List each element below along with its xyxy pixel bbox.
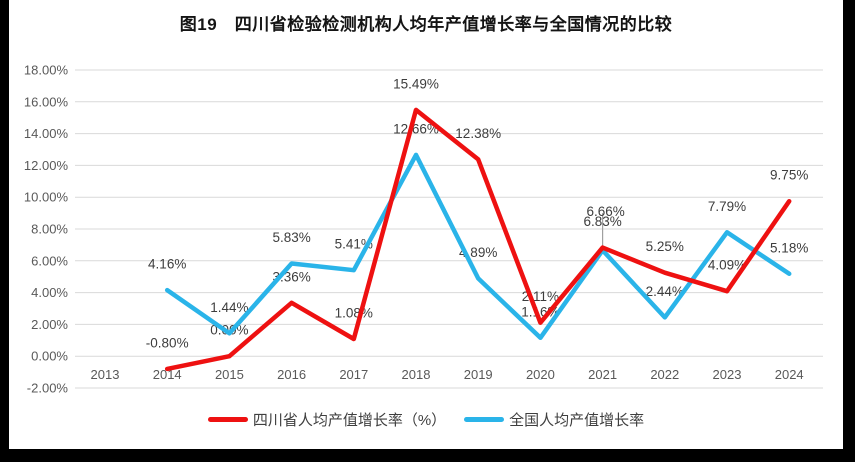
x-tick-label: 2017	[339, 367, 368, 382]
y-tick-label: 10.00%	[24, 190, 69, 205]
series-line-national	[164, 152, 792, 341]
y-tick-label: 6.00%	[31, 253, 68, 268]
data-label: 4.16%	[148, 257, 186, 272]
x-tick-label: 2020	[526, 367, 555, 382]
x-tick-label: 2022	[650, 367, 679, 382]
x-tick-label: 2019	[464, 367, 493, 382]
x-tick-label: 2016	[277, 367, 306, 382]
data-label: -0.80%	[146, 335, 189, 350]
data-label: 2.44%	[646, 284, 684, 299]
data-label: 1.44%	[210, 300, 248, 315]
legend-label-sichuan: 四川省人均产值增长率（%）	[252, 412, 447, 429]
data-label: 9.75%	[770, 168, 808, 183]
x-tick-label: 2014	[153, 367, 182, 382]
legend-swatch-blue-line-icon	[464, 417, 505, 422]
data-label: 12.66%	[393, 121, 439, 136]
data-label: 5.18%	[770, 240, 808, 255]
legend-item-sichuan: 四川省人均产值增长率（%）	[207, 409, 447, 430]
legend-item-national: 全国人均产值增长率	[464, 409, 644, 430]
y-tick-label: 8.00%	[31, 222, 68, 237]
data-label: 7.79%	[708, 199, 746, 214]
scan-border-right	[843, 0, 855, 462]
y-tick-label: 12.00%	[24, 158, 69, 173]
scan-border-left	[0, 0, 9, 462]
data-label: 5.83%	[272, 230, 310, 245]
data-label: 4.09%	[708, 258, 746, 273]
x-tick-label: 2023	[713, 367, 742, 382]
y-tick-label: 0.00%	[31, 349, 68, 364]
y-tick-label: 14.00%	[24, 126, 69, 141]
data-label: 15.49%	[393, 76, 439, 91]
data-label: 5.25%	[646, 239, 684, 254]
data-label: 6.83%	[583, 214, 621, 229]
x-tick-label: 2021	[588, 367, 617, 382]
x-tick-label: 2013	[91, 367, 120, 382]
series-line-sichuan	[164, 107, 792, 372]
chart-legend: 四川省人均产值增长率（%） 全国人均产值增长率	[9, 409, 843, 430]
data-label: 6.66%	[586, 204, 624, 219]
y-tick-label: 18.00%	[24, 63, 69, 78]
data-label: 1.08%	[335, 306, 373, 321]
y-tick-label: 16.00%	[24, 94, 69, 109]
y-tick-label: 2.00%	[31, 317, 68, 332]
legend-swatch-red-line-icon	[207, 417, 248, 422]
y-tick-label: -2.00%	[27, 381, 69, 396]
chart-title: 图19 四川省检验检测机构人均年产值增长率与全国情况的比较	[179, 15, 673, 34]
scan-border-bottom	[0, 449, 855, 462]
y-tick-label: 4.00%	[31, 285, 68, 300]
x-tick-label: 2018	[402, 367, 431, 382]
data-label: 12.38%	[455, 126, 501, 141]
legend-label-national: 全国人均产值增长率	[509, 412, 645, 429]
x-tick-label: 2015	[215, 367, 244, 382]
x-tick-label: 2024	[775, 367, 804, 382]
